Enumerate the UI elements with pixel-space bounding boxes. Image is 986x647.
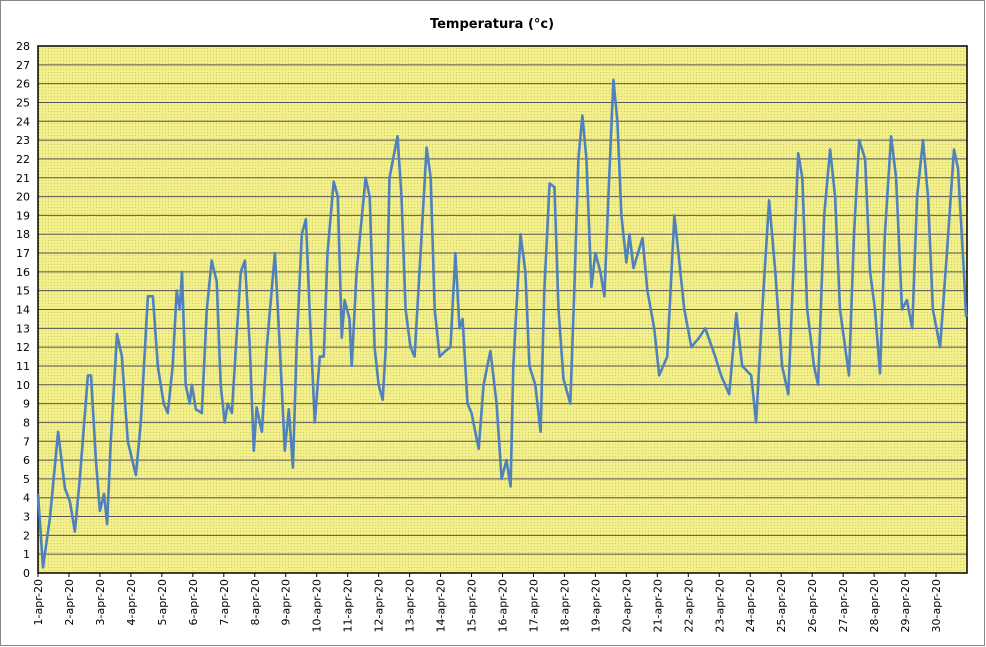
- y-tick-label: 21: [16, 172, 30, 185]
- x-tick-label: 23-apr-20: [713, 579, 726, 632]
- temperature-line: [36, 78, 968, 569]
- y-tick-label: 13: [16, 322, 30, 335]
- y-tick-label: 27: [16, 59, 30, 72]
- y-tick-label: 6: [23, 454, 30, 467]
- x-tick-label: 24-apr-20: [744, 579, 757, 632]
- x-tick-label: 27-apr-20: [837, 579, 850, 632]
- y-tick-label: 16: [16, 266, 30, 279]
- x-tick-label: 14-apr-20: [435, 579, 448, 632]
- x-tick-label: 30-apr-20: [930, 579, 943, 632]
- x-tick-label: 9-apr-20: [280, 579, 293, 625]
- y-tick-label: 28: [16, 40, 30, 53]
- x-tick-label: 29-apr-20: [899, 579, 912, 632]
- x-tick-label: 12-apr-20: [373, 579, 386, 632]
- y-tick-label: 25: [16, 96, 30, 109]
- y-tick-label: 24: [16, 115, 30, 128]
- y-tick-label: 23: [16, 134, 30, 147]
- y-tick-label: 14: [16, 304, 30, 317]
- x-tick-label: 8-apr-20: [249, 579, 262, 625]
- x-tick-label: 2-apr-20: [63, 579, 76, 625]
- y-tick-label: 2: [23, 529, 30, 542]
- x-tick-label: 19-apr-20: [589, 579, 602, 632]
- x-tick-label: 6-apr-20: [187, 579, 200, 625]
- x-tick-label: 1-apr-20: [32, 579, 45, 625]
- y-tick-label: 15: [16, 285, 30, 298]
- y-tick-label: 12: [16, 341, 30, 354]
- x-tick-label: 18-apr-20: [558, 579, 571, 632]
- x-tick-label: 4-apr-20: [125, 579, 138, 625]
- y-tick-label: 4: [23, 492, 30, 505]
- y-tick-label: 20: [16, 191, 30, 204]
- y-tick-label: 26: [16, 78, 30, 91]
- x-tick-label: 7-apr-20: [218, 579, 231, 625]
- x-tick-label: 25-apr-20: [775, 579, 788, 632]
- y-tick-label: 18: [16, 228, 30, 241]
- x-tick-label: 5-apr-20: [156, 579, 169, 625]
- x-tick-label: 10-apr-20: [311, 579, 324, 632]
- x-tick-label: 11-apr-20: [342, 579, 355, 632]
- y-tick-label: 19: [16, 209, 30, 222]
- x-tick-label: 22-apr-20: [682, 579, 695, 632]
- x-tick-label: 3-apr-20: [94, 579, 107, 625]
- y-tick-label: 10: [16, 379, 30, 392]
- x-tick-label: 21-apr-20: [651, 579, 664, 632]
- y-tick-label: 9: [23, 398, 30, 411]
- x-tick-label: 26-apr-20: [806, 579, 819, 632]
- y-tick-label: 11: [16, 360, 30, 373]
- x-tick-label: 16-apr-20: [497, 579, 510, 632]
- x-tick-label: 28-apr-20: [868, 579, 881, 632]
- x-tick-label: 15-apr-20: [466, 579, 479, 632]
- x-tick-label: 20-apr-20: [620, 579, 633, 632]
- x-tick-label: 13-apr-20: [404, 579, 417, 632]
- y-tick-label: 8: [23, 416, 30, 429]
- y-tick-label: 0: [23, 567, 30, 580]
- y-tick-label: 1: [23, 548, 30, 561]
- y-tick-label: 5: [23, 473, 30, 486]
- chart-title: Temperatura (°c): [430, 17, 554, 32]
- y-tick-label: 7: [23, 435, 30, 448]
- x-tick-label: 17-apr-20: [527, 579, 540, 632]
- y-tick-label: 22: [16, 153, 30, 166]
- y-tick-label: 3: [23, 511, 30, 524]
- y-tick-label: 17: [16, 247, 30, 260]
